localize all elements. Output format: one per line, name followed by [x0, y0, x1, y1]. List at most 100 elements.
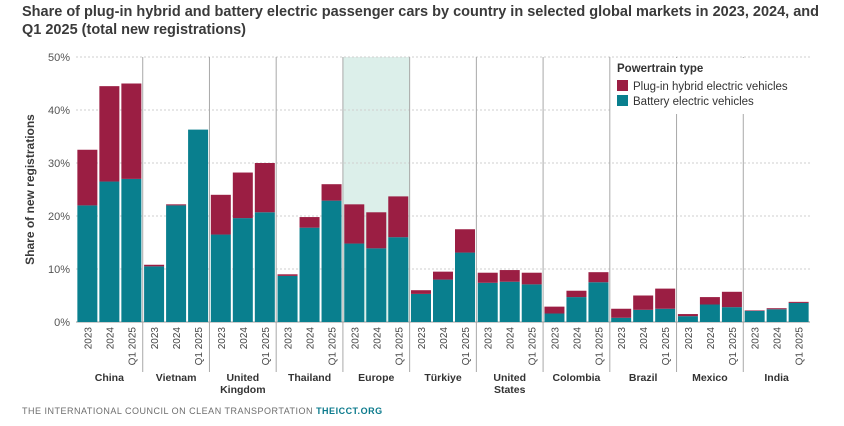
x-tick-label: 2024 [306, 327, 317, 350]
x-tick-label: 2024 [172, 327, 183, 350]
bar-bev [611, 317, 632, 322]
group-label: Brazil [629, 372, 658, 384]
bars [77, 83, 809, 322]
y-tick-label: 0% [54, 317, 70, 329]
x-tick-label: Q1 2025 [461, 327, 472, 366]
bar-phev [766, 308, 787, 310]
bar-phev [254, 163, 275, 213]
x-tick-label: Q1 2025 [127, 327, 138, 366]
x-tick-label: 2024 [105, 327, 116, 350]
y-tick-label: 40% [48, 105, 70, 117]
bar-bev [99, 181, 120, 322]
footer: THE INTERNATIONAL COUNCIL ON CLEAN TRANS… [22, 406, 383, 416]
bar-phev [77, 149, 98, 206]
y-axis: 0% 10% 20% 30% 40% 50% Share of new registrati… [23, 52, 70, 329]
bar-phev [611, 308, 632, 318]
bar-bev [499, 281, 520, 322]
bar-phev [655, 288, 676, 309]
chart-title: Share of plug-in hybrid and battery elec… [22, 4, 819, 38]
bar-phev [277, 274, 298, 276]
x-tick-label: 2024 [439, 327, 450, 350]
bar-phev [588, 272, 609, 283]
bar-bev [411, 293, 431, 322]
x-tick-label: 2023 [550, 327, 561, 350]
bar-phev [544, 306, 565, 314]
x-tick-label: 2024 [639, 327, 650, 350]
group-label: United [226, 372, 259, 384]
x-tick-label: 2023 [484, 327, 495, 350]
bar-bev [544, 313, 565, 322]
bar-phev [166, 204, 187, 206]
group-label: Thailand [288, 372, 331, 384]
bar-bev [299, 227, 320, 322]
bar-bev [366, 248, 387, 322]
footer-site-link[interactable]: THEICCT.ORG [316, 406, 383, 416]
group-label: Vietnam [156, 372, 197, 384]
bar-bev [721, 307, 742, 322]
bar-phev [721, 291, 742, 308]
bar-phev [388, 196, 409, 238]
bar-bev [477, 282, 498, 322]
bar-phev [699, 297, 720, 305]
x-tick-label: Q1 2025 [528, 327, 539, 366]
bar-phev [232, 172, 253, 219]
x-tick-label: 2024 [572, 327, 583, 350]
bar-phev [144, 264, 165, 267]
stacked-bar-chart: 0% 10% 20% 30% 40% 50% Share of new registrati… [23, 52, 811, 396]
x-tick-label: Q1 2025 [328, 327, 339, 366]
group-label: Türkiye [424, 372, 462, 384]
bar-phev [788, 301, 809, 303]
group-label: States [494, 384, 526, 396]
bar-phev [344, 204, 365, 244]
x-tick-label: 2024 [506, 327, 517, 350]
bar-bev [433, 279, 453, 322]
group-label: India [764, 372, 789, 384]
bar-bev [188, 129, 209, 322]
y-tick-label: 10% [48, 264, 70, 276]
x-tick-label: 2023 [284, 327, 295, 350]
bar-bev [788, 302, 809, 322]
x-tick-label: 2023 [83, 327, 94, 350]
bar-bev [521, 284, 542, 322]
bar-phev [99, 86, 120, 182]
bar-phev [633, 295, 654, 310]
bar-phev [411, 290, 431, 294]
x-tick-label: Q1 2025 [394, 327, 405, 366]
x-tick-label: 2024 [372, 327, 383, 350]
bar-bev [344, 243, 365, 322]
footer-org: THE INTERNATIONAL COUNCIL ON CLEAN TRANS… [22, 406, 314, 416]
bar-phev [521, 272, 542, 285]
bar-bev [210, 234, 231, 322]
bar-bev [633, 309, 654, 322]
bar-phev [677, 314, 698, 317]
bar-phev [433, 271, 453, 280]
bar-phev [477, 272, 498, 283]
bar-phev [121, 83, 142, 179]
legend-label-phev: Plug-in hybrid electric vehicles [633, 81, 788, 93]
x-tick-label: Q1 2025 [594, 327, 605, 366]
group-label: China [95, 372, 124, 384]
group-label: Colombia [553, 372, 601, 384]
legend-background [611, 58, 811, 114]
legend-swatch-bev [617, 95, 628, 106]
bar-bev [232, 218, 253, 322]
bar-bev [254, 212, 275, 322]
x-tick-label: Q1 2025 [795, 327, 806, 366]
x-tick-label: 2023 [217, 327, 228, 350]
x-tick-label: 2023 [150, 327, 161, 350]
x-tick-label: Q1 2025 [261, 327, 272, 366]
bar-bev [699, 304, 720, 322]
bar-phev [744, 310, 765, 311]
x-tick-label: 2023 [417, 327, 428, 350]
bar-bev [121, 178, 142, 322]
bar-bev [744, 310, 765, 322]
y-axis-title: Share of new registrations [23, 114, 37, 265]
bar-phev [499, 270, 520, 282]
bar-bev [677, 316, 698, 322]
bar-phev [566, 290, 587, 298]
group-label: United [493, 372, 526, 384]
bar-phev [299, 217, 320, 228]
legend-swatch-phev [617, 80, 628, 91]
x-tick-label: 2023 [617, 327, 628, 350]
